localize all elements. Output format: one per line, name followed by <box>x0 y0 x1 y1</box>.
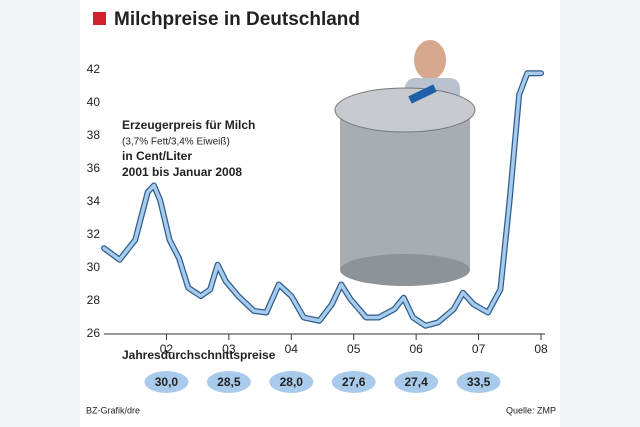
y-tick-label: 42 <box>87 62 101 76</box>
y-tick-label: 32 <box>87 227 101 241</box>
y-tick-label: 40 <box>87 95 101 109</box>
average-badge <box>144 371 189 393</box>
photo <box>334 40 476 286</box>
average-badge <box>206 371 251 393</box>
line <box>102 71 543 328</box>
y-tick-label: 28 <box>87 293 101 307</box>
annotation: 2001 bis Januar 2008 <box>122 165 242 179</box>
x-tick-label: 06 <box>409 342 423 356</box>
average-label: 27,6 <box>342 375 366 389</box>
y-tick-label: 30 <box>87 260 101 274</box>
annotation: (3,7% Fett/3,4% Eiweiß) <box>122 137 230 148</box>
average-badge <box>331 371 376 393</box>
panel <box>80 0 560 427</box>
average-label: 28,0 <box>280 375 304 389</box>
average-label: 27,4 <box>404 375 428 389</box>
x-tick-label: 05 <box>347 342 361 356</box>
credit: BZ-Grafik/dre <box>86 405 140 415</box>
average-badge <box>394 371 439 393</box>
x-tick-label: 07 <box>472 342 486 356</box>
x-tick-label: 03 <box>222 342 236 356</box>
averages-title: Jahresdurchschnittspreise <box>122 348 276 362</box>
y-tick-label: 34 <box>87 194 101 208</box>
average-badge <box>269 371 314 393</box>
x-tick-label: 08 <box>534 342 548 356</box>
average-label: 33,5 <box>467 375 491 389</box>
y-tick-label: 38 <box>87 128 101 142</box>
annotation: Erzeugerpreis für Milch <box>122 118 255 132</box>
source: Quelle: ZMP <box>506 405 556 415</box>
average-label: 30,0 <box>155 375 179 389</box>
chart-title: Milchpreise in Deutschland <box>114 9 360 30</box>
average-badge <box>456 371 501 393</box>
annotation: in Cent/Liter <box>122 149 192 163</box>
title-marker <box>93 12 106 25</box>
average-label: 28,5 <box>217 375 241 389</box>
x-tick-label: 02 <box>160 342 174 356</box>
y-tick-label: 36 <box>87 161 101 175</box>
y-tick-label: 26 <box>87 326 101 340</box>
x-tick-label: 04 <box>285 342 299 356</box>
